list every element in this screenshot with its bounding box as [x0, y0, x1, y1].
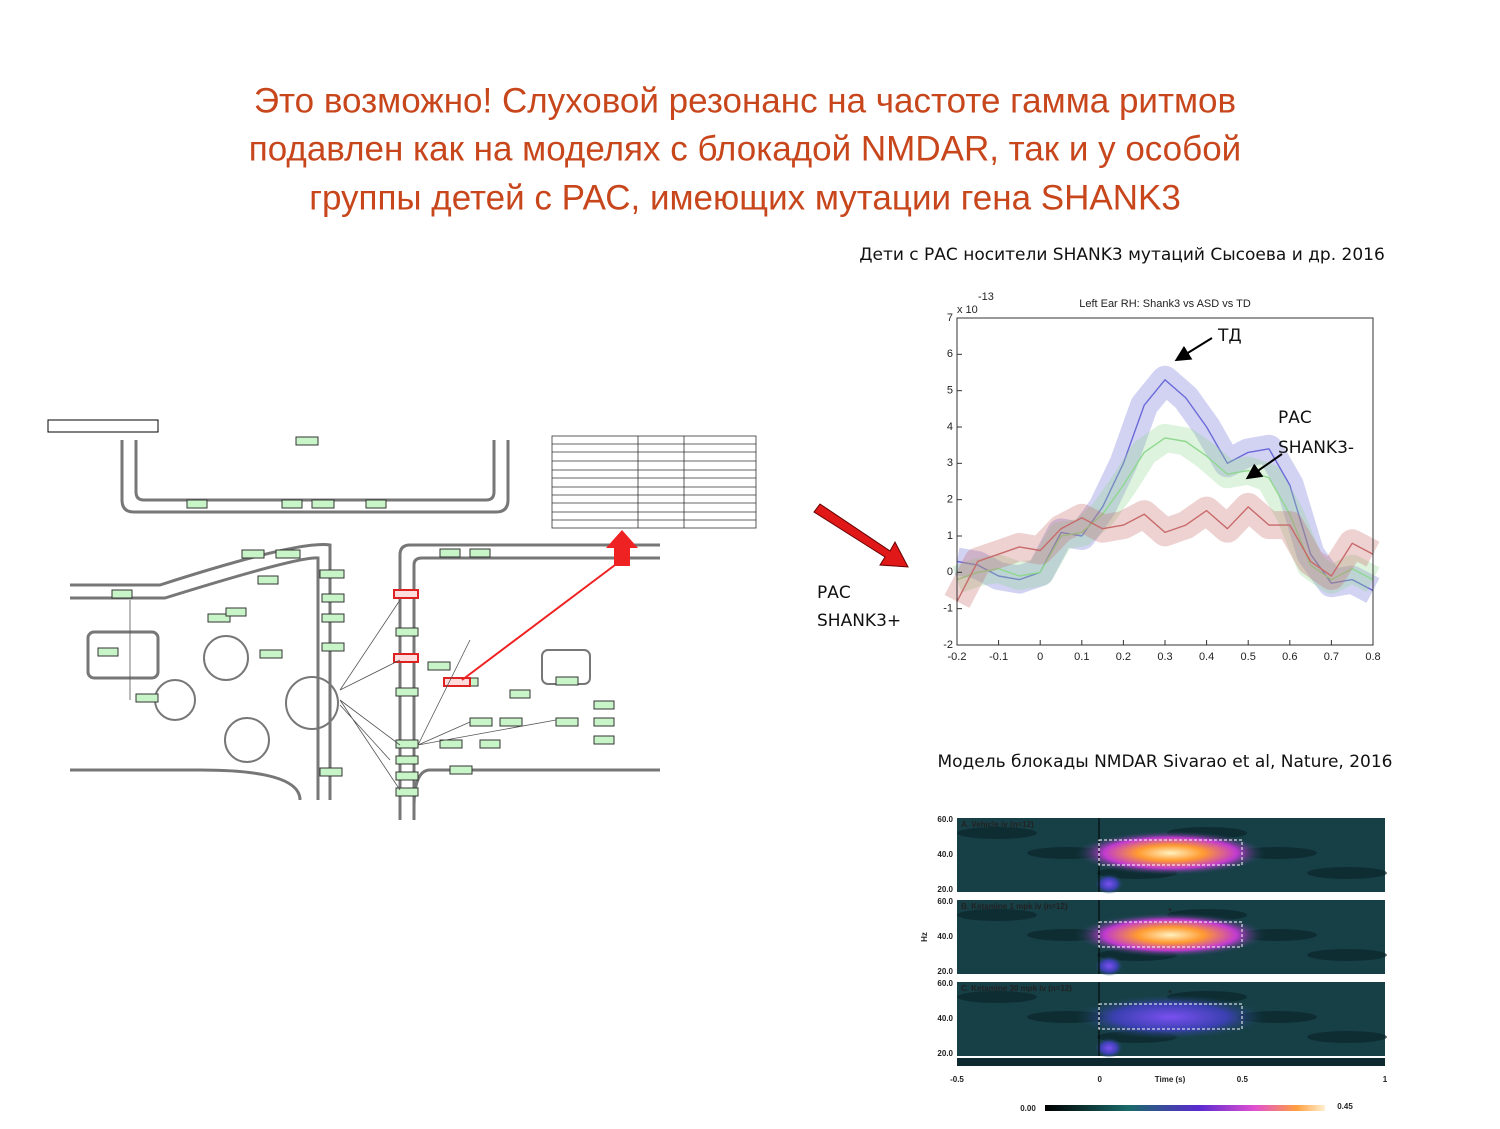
axis-strip — [957, 1058, 1385, 1066]
x-tick-label: 0.8 — [1365, 651, 1380, 663]
x-tick-label: 0.6 — [1282, 651, 1297, 663]
texture — [1307, 867, 1387, 879]
title-line: подавлен как на моделях с блокадой NMDAR… — [249, 129, 1241, 168]
left-label: РАС — [817, 583, 851, 603]
window — [1098, 921, 1243, 948]
panel-title: A. Vehicle iv (n=12) — [961, 820, 1034, 829]
left-label: SHANK3+ — [817, 611, 901, 631]
y-tick-label: 6 — [947, 348, 953, 360]
texture — [957, 991, 1037, 1003]
red-arrow — [813, 503, 909, 568]
annotation: ТД — [1217, 326, 1242, 346]
y-scale-exp: -13 — [978, 291, 994, 303]
texture — [957, 909, 1037, 921]
line-chart: -2 -1 0 1 2 3 4 5 6 7 -0.2 -0.1 0 0.1 0.2 0.3 0.4 0.5 0.6 0… — [943, 291, 1380, 663]
arrow — [1245, 453, 1283, 480]
y-tick-label: 0 — [947, 566, 953, 578]
caption: Модель блокады NMDAR Sivarao et al, Natu… — [937, 752, 1392, 772]
response-blob — [1075, 995, 1266, 1039]
window — [1098, 1003, 1243, 1030]
x-tick-label: -0.2 — [948, 651, 967, 663]
response-blob — [1075, 831, 1266, 875]
chart-title: Left Ear RH: Shank3 vs ASD vs TD — [1079, 298, 1251, 310]
colorbar — [1045, 1105, 1325, 1111]
star: * — [1168, 989, 1172, 998]
panel-title: C. Ketamine 30 mpk iv (n=12) — [961, 984, 1072, 993]
y-tick-label: 1 — [947, 530, 953, 542]
y-tick-label: 2 — [947, 494, 953, 506]
x-tick-label: 0.3 — [1157, 651, 1172, 663]
texture — [1307, 949, 1387, 961]
response-blob — [1075, 913, 1266, 957]
x-tick-label: 0.1 — [1074, 651, 1089, 663]
x-tick-label: -0.5 — [950, 1075, 964, 1084]
y-tick-label: 20.0 — [937, 885, 953, 894]
x-tick-label: 1 — [1383, 1075, 1388, 1084]
window — [1098, 839, 1243, 866]
annotation: РАС — [1278, 408, 1312, 428]
series-line — [956, 506, 1374, 602]
x-tick-label: 0 — [1097, 1075, 1102, 1084]
y-tick-label: 20.0 — [937, 1049, 953, 1058]
x-tick-label: 0.2 — [1116, 651, 1131, 663]
y-tick-label: -2 — [943, 639, 953, 651]
caption: Дети с РАС носители SHANK3 мутаций Сысое… — [859, 245, 1385, 265]
y-tick-label: 7 — [947, 312, 953, 324]
texture — [957, 827, 1037, 839]
x-tick-label: 0.5 — [1237, 1075, 1249, 1084]
title-line: Это возможно! Слуховой резонанс на часто… — [254, 81, 1236, 120]
pathway-diagram — [47, 419, 757, 820]
y-tick-label: 60.0 — [937, 815, 953, 824]
y-tick-label: 40.0 — [937, 850, 953, 859]
y-tick-label: -1 — [943, 603, 953, 615]
y-tick-label: 60.0 — [937, 897, 953, 906]
y-tick-label: 5 — [947, 385, 953, 397]
y-tick-label: 20.0 — [937, 967, 953, 976]
title-line: группы детей с РАС, имеющих мутации гена… — [309, 178, 1181, 217]
x-tick-label: 0.4 — [1199, 651, 1214, 663]
x-tick-label: 0.7 — [1324, 651, 1339, 663]
y-label: Hz — [920, 932, 929, 942]
y-tick-label: 40.0 — [937, 1014, 953, 1023]
texture — [1307, 1031, 1387, 1043]
onset-blob — [1095, 1038, 1123, 1058]
x-tick-label: -0.1 — [989, 651, 1008, 663]
x-tick-label: 0.5 — [1241, 651, 1256, 663]
panel-title: B. Ketamine 1 mpk iv (n=12) — [961, 902, 1068, 911]
star: * — [1168, 907, 1172, 916]
x-tick-label: 0 — [1037, 651, 1043, 663]
annotation: SHANK3- — [1278, 438, 1354, 458]
y-tick-label: 40.0 — [937, 932, 953, 941]
x-label: Time (s) — [1155, 1075, 1186, 1084]
arrow — [1174, 337, 1213, 362]
y-tick-label: 60.0 — [937, 979, 953, 988]
colorbar-label: 0.45 — [1337, 1102, 1353, 1111]
series-line — [956, 379, 1374, 592]
onset-blob — [1095, 874, 1123, 894]
colorbar-label: 0.00 — [1020, 1104, 1036, 1113]
y-scale: x 10 — [957, 304, 978, 316]
y-tick-label: 4 — [947, 421, 953, 433]
onset-blob — [1095, 956, 1123, 976]
y-tick-label: 3 — [947, 457, 953, 469]
spectrogram: A. Vehicle iv (n=12) 60.0 40.0 20.0 B. Ketam… — [920, 815, 1388, 1113]
